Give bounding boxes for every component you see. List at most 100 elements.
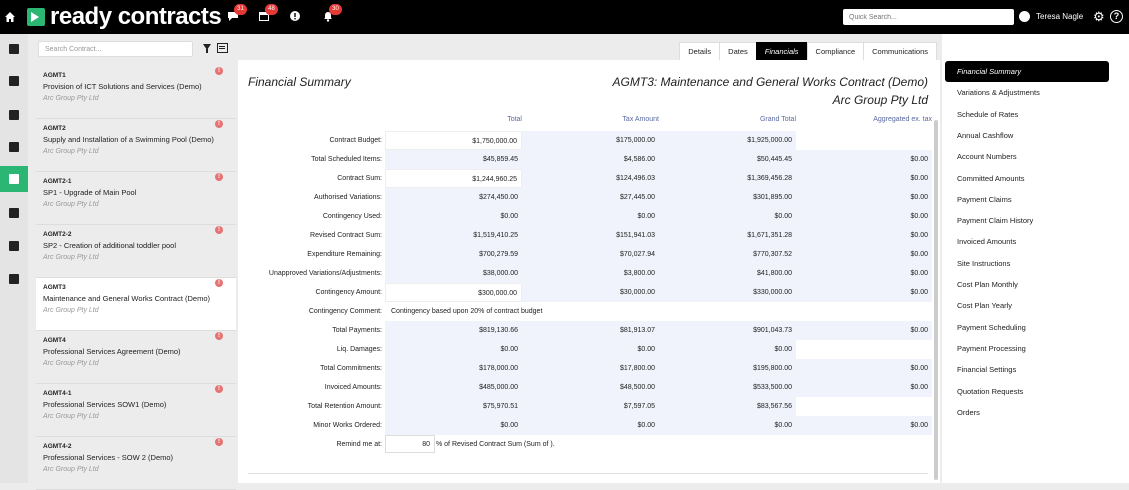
user-avatar-icon[interactable] xyxy=(1019,11,1030,22)
user-name[interactable]: Teresa Nagle xyxy=(1036,12,1084,21)
nav-item-invoiced-amounts[interactable]: Invoiced Amounts xyxy=(957,237,1017,247)
cell-aggregated: $0.00 xyxy=(796,245,932,264)
search-contract-input[interactable]: Search Contract... xyxy=(38,41,193,57)
financial-row: Total Retention Amount: $75,970.51 $7,597.… xyxy=(238,397,938,416)
nav-item-payment-claims[interactable]: Payment Claims xyxy=(957,194,1012,204)
nav-item-financial-settings[interactable]: Financial Settings xyxy=(957,365,1017,375)
remind-percent-input[interactable]: 80 xyxy=(385,435,435,453)
nav-item-variations-adjustments[interactable]: Variations & Adjustments xyxy=(957,88,1040,98)
cell-total[interactable]: $38,000.00 xyxy=(385,264,522,283)
cell-total[interactable]: $274,450.00 xyxy=(385,188,522,207)
contract-name: SP1 - Upgrade of Main Pool xyxy=(43,188,137,197)
nav-item-payment-claim-history[interactable]: Payment Claim History xyxy=(957,216,1034,226)
rail-folder-icon[interactable] xyxy=(0,233,28,259)
rail-chart-icon[interactable] xyxy=(0,266,28,292)
contract-company: Arc Group Pty Ltd xyxy=(43,360,99,367)
rail-book-icon[interactable] xyxy=(0,102,28,128)
nav-item-schedule-of-rates[interactable]: Schedule of Rates xyxy=(957,109,1019,119)
financial-row: Contingency Amount: $300,000.00 $30,000.00… xyxy=(238,283,938,302)
tab-details[interactable]: Details xyxy=(679,42,721,61)
nav-item-financial-summary[interactable]: Financial Summary xyxy=(945,61,1109,82)
tab-financials[interactable]: Financials xyxy=(755,42,808,61)
nav-item-quotation-requests[interactable]: Quotation Requests xyxy=(957,386,1024,396)
cell-total[interactable]: $0.00 xyxy=(385,340,522,359)
row-label: Remind me at: xyxy=(336,441,382,448)
nav-item-cost-plan-monthly[interactable]: Cost Plan Monthly xyxy=(957,280,1018,289)
contract-list-item[interactable]: AGMT4 Professional Services Agreement (D… xyxy=(36,331,236,384)
financial-row: Contingency Used: $0.00 $0.00 $0.00 $0.00 xyxy=(238,207,938,226)
cell-tax: $4,586.00 xyxy=(522,150,659,169)
cell-total[interactable]: $0.00 xyxy=(385,416,522,435)
contract-company: Arc Group Pty Ltd xyxy=(43,201,99,208)
nav-item-site-instructions[interactable]: Site Instructions xyxy=(957,258,1011,268)
calendar-icon[interactable]: 48 xyxy=(257,4,278,23)
nav-item-orders[interactable]: Orders xyxy=(957,407,980,417)
contract-list-item[interactable]: AGMT2 Supply and Installation of a Swimm… xyxy=(36,119,236,172)
contract-list-item[interactable]: AGMT4-1 Professional Services SOW1 (Demo… xyxy=(36,384,236,437)
nav-item-payment-processing[interactable]: Payment Processing xyxy=(957,343,1026,353)
cell-grand-total: $41,800.00 xyxy=(659,264,796,283)
contract-list-item[interactable]: AGMT2-2 SP2 - Creation of additional tod… xyxy=(36,225,236,278)
quick-search-input[interactable] xyxy=(843,9,1014,25)
tab-compliance[interactable]: Compliance xyxy=(806,42,865,61)
cell-grand-total: $1,671,351.28 xyxy=(659,226,796,245)
nav-item-account-numbers[interactable]: Account Numbers xyxy=(957,152,1017,162)
cell-tax: $27,445.00 xyxy=(522,188,659,207)
help-icon[interactable]: ? xyxy=(1110,10,1123,23)
cell-total[interactable]: $0.00 xyxy=(385,207,522,226)
cell-total[interactable]: $300,000.00 xyxy=(385,283,522,302)
nav-item-payment-scheduling[interactable]: Payment Scheduling xyxy=(957,322,1026,332)
bell-badge: 30 xyxy=(329,4,342,15)
row-label: Authorised Variations: xyxy=(314,194,382,201)
contract-list-item[interactable]: AGMT2-1 SP1 - Upgrade of Main Pool Arc G… xyxy=(36,172,236,225)
company-title: Arc Group Pty Ltd xyxy=(832,93,928,107)
cell-total[interactable]: $700,279.59 xyxy=(385,245,522,264)
row-label: Total Payments: xyxy=(332,327,382,334)
home-icon[interactable] xyxy=(4,10,16,24)
tab-communications[interactable]: Communications xyxy=(863,42,937,61)
nav-item-annual-cashflow[interactable]: Annual Cashflow xyxy=(957,130,1014,140)
cell-grand-total: $330,000.00 xyxy=(659,283,796,302)
cell-total[interactable]: $1,244,960.25 xyxy=(385,169,522,188)
contract-list-item-selected[interactable]: AGMT3 Maintenance and General Works Cont… xyxy=(36,278,236,331)
nav-item-cost-plan-yearly[interactable]: Cost Plan Yearly xyxy=(957,301,1013,311)
chat-icon[interactable]: 31 xyxy=(226,4,247,23)
rail-people-icon[interactable] xyxy=(0,200,28,226)
row-label: Revised Contract Sum: xyxy=(310,232,382,239)
cell-total[interactable]: $485,000.00 xyxy=(385,378,522,397)
cell-total[interactable]: $45,859.45 xyxy=(385,150,522,169)
row-label: Total Scheduled Items: xyxy=(311,156,382,163)
contract-list-item[interactable]: AGMT4-2 Professional Services - SOW 2 (D… xyxy=(36,437,236,490)
calendar-badge: 48 xyxy=(265,4,278,15)
rail-dashboard-icon[interactable] xyxy=(0,36,28,62)
row-label: Contingency Comment: xyxy=(308,308,382,315)
rail-contracts-icon[interactable] xyxy=(0,166,28,192)
row-label: Unapproved Variations/Adjustments: xyxy=(268,270,382,277)
cell-total[interactable]: $819,130.66 xyxy=(385,321,522,340)
contract-id: AGMT4 xyxy=(43,337,66,344)
nav-item-committed-amounts[interactable]: Committed Amounts xyxy=(957,173,1025,183)
list-view-icon[interactable] xyxy=(217,43,228,53)
cell-aggregated: $0.00 xyxy=(796,378,932,397)
cell-grand-total: $0.00 xyxy=(659,416,796,435)
cell-total[interactable]: $178,000.00 xyxy=(385,359,522,378)
row-label: Contingency Used: xyxy=(322,213,382,220)
icon-rail xyxy=(0,34,28,483)
gear-icon[interactable]: ⚙ xyxy=(1093,9,1105,24)
rail-clipboard-icon[interactable] xyxy=(0,68,28,94)
cell-tax: $0.00 xyxy=(522,416,659,435)
cell-total[interactable]: $1,750,000.00 xyxy=(385,131,522,150)
cell-total[interactable]: $1,519,410.25 xyxy=(385,226,522,245)
filter-icon[interactable] xyxy=(203,44,211,50)
info-icon[interactable] xyxy=(289,9,303,23)
contract-list-item[interactable]: AGMT1 Provision of ICT Solutions and Ser… xyxy=(36,66,236,119)
cell-total[interactable]: $75,970.51 xyxy=(385,397,522,416)
rail-box-icon[interactable] xyxy=(0,134,28,160)
scrollbar[interactable] xyxy=(934,120,938,480)
contract-name: Professional Services SOW1 (Demo) xyxy=(43,400,167,409)
tab-dates[interactable]: Dates xyxy=(719,42,757,61)
contract-id: AGMT1 xyxy=(43,72,66,79)
cell-aggregated: $0.00 xyxy=(796,169,932,188)
bell-icon[interactable]: 30 xyxy=(321,4,342,23)
row-label: Expenditure Remaining: xyxy=(307,251,382,258)
